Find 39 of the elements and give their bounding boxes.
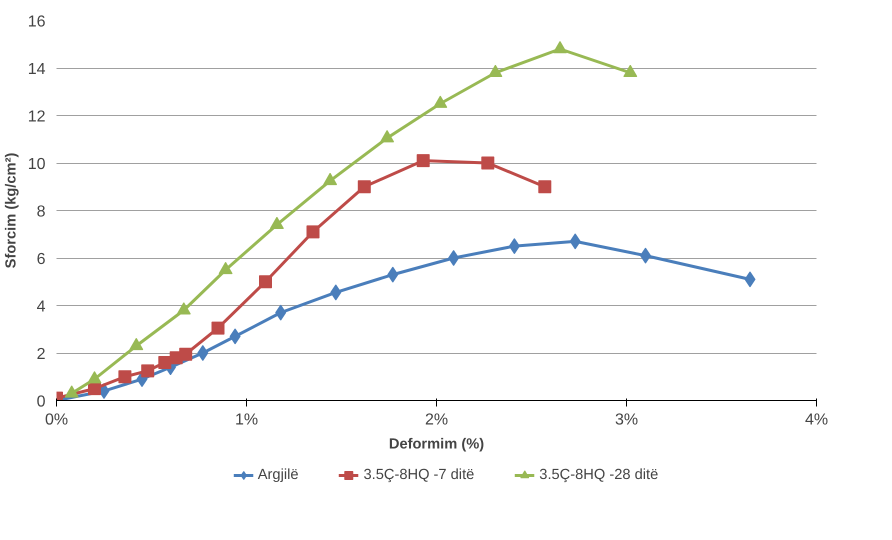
point	[538, 180, 552, 194]
point	[488, 64, 502, 78]
y-axis-title: Sforcim (kg/cm²)	[4, 152, 20, 268]
point	[553, 40, 567, 54]
x-tick-label: 4%	[804, 412, 828, 428]
y-tick-label: 10	[28, 156, 46, 173]
y-tick-label: 0	[36, 394, 46, 410]
point	[118, 370, 132, 384]
y-tick-label: 8	[36, 204, 46, 220]
point	[448, 250, 460, 266]
point	[380, 130, 394, 142]
y-tick-label: 4	[36, 298, 46, 316]
point	[158, 356, 172, 369]
y-tick-label: 6	[36, 251, 46, 268]
x-axis-title: Deformim (%)	[388, 436, 484, 452]
point	[433, 96, 448, 108]
x-tick-label: 0%	[44, 412, 68, 428]
point	[358, 180, 371, 194]
y-tick-label: 16	[28, 14, 46, 30]
y-tick-label: 14	[28, 61, 46, 78]
legend-label: 3.5Ç-8HQ -7 ditë	[364, 467, 474, 483]
y-tick-label: 12	[28, 108, 46, 126]
legend-label: 3.5Ç-8HQ -28 ditë	[539, 467, 658, 483]
x-tick-label: 2%	[424, 412, 448, 428]
point	[306, 225, 320, 238]
point	[623, 64, 638, 78]
y-tick-label: 2	[36, 346, 46, 363]
point	[416, 154, 430, 168]
point	[323, 172, 338, 186]
point	[259, 275, 272, 288]
point	[197, 345, 208, 361]
point	[179, 348, 192, 361]
point	[212, 322, 224, 335]
point	[270, 216, 284, 230]
x-tick-label: 1%	[234, 412, 258, 428]
point	[481, 156, 494, 170]
x-tick-label: 3%	[614, 412, 638, 428]
legend-label: Argjilë	[258, 467, 299, 483]
point	[141, 364, 154, 378]
